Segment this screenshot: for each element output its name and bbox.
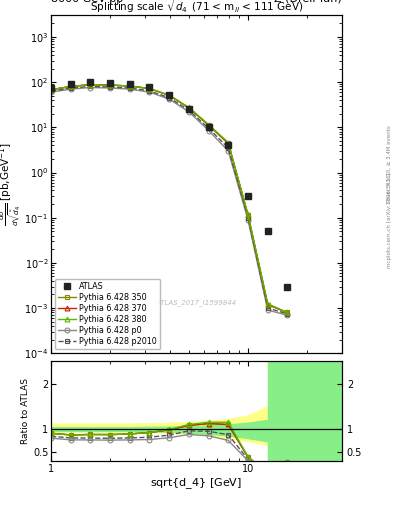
Pythia 6.428 380	[226, 139, 231, 145]
Pythia 6.428 350	[206, 122, 211, 128]
Pythia 6.428 p0	[206, 127, 211, 134]
Pythia 6.428 380	[147, 86, 152, 92]
Pythia 6.428 370	[206, 122, 211, 128]
Pythia 6.428 p0	[147, 89, 152, 95]
Line: Pythia 6.428 p2010: Pythia 6.428 p2010	[49, 84, 290, 316]
ATLAS	[147, 84, 152, 90]
Pythia 6.428 370	[127, 83, 132, 89]
ATLAS	[127, 81, 132, 87]
Line: Pythia 6.428 350: Pythia 6.428 350	[49, 82, 290, 315]
Text: mcplots.cern.ch [arXiv:1306.3436]: mcplots.cern.ch [arXiv:1306.3436]	[387, 173, 392, 268]
ATLAS	[265, 228, 270, 234]
Pythia 6.428 370	[167, 92, 172, 98]
ATLAS	[49, 84, 53, 91]
Pythia 6.428 370	[147, 86, 152, 92]
Pythia 6.428 380	[246, 211, 250, 218]
Y-axis label: Ratio to ATLAS: Ratio to ATLAS	[21, 378, 30, 444]
ATLAS	[88, 79, 93, 85]
Pythia 6.428 350	[68, 83, 73, 90]
Pythia 6.428 380	[88, 81, 93, 88]
Pythia 6.428 370	[49, 87, 53, 93]
Pythia 6.428 p0	[68, 86, 73, 92]
Pythia 6.428 380	[206, 121, 211, 127]
Pythia 6.428 380	[127, 83, 132, 89]
Pythia 6.428 p0	[88, 84, 93, 91]
Pythia 6.428 p2010	[68, 85, 73, 91]
X-axis label: $\mathregular{sqrt\{d\_4\}}$ [GeV]: $\mathregular{sqrt\{d\_4\}}$ [GeV]	[151, 476, 242, 491]
Pythia 6.428 350	[187, 105, 191, 111]
Pythia 6.428 380	[187, 104, 191, 111]
Pythia 6.428 370	[187, 105, 191, 111]
Line: Pythia 6.428 380: Pythia 6.428 380	[49, 82, 290, 315]
Pythia 6.428 370	[68, 83, 73, 90]
ATLAS	[285, 284, 289, 290]
Line: ATLAS: ATLAS	[48, 79, 290, 289]
Pythia 6.428 p2010	[285, 311, 289, 317]
Pythia 6.428 p2010	[147, 88, 152, 94]
Pythia 6.428 p2010	[49, 88, 53, 94]
Pythia 6.428 350	[226, 140, 231, 146]
Pythia 6.428 350	[127, 83, 132, 89]
Title: Splitting scale $\sqrt{d_4}$ (71 < m$_{ll}$ < 111 GeV): Splitting scale $\sqrt{d_4}$ (71 < m$_{l…	[90, 0, 303, 15]
ATLAS	[206, 124, 211, 131]
Pythia 6.428 p2010	[88, 83, 93, 90]
Pythia 6.428 370	[246, 212, 250, 218]
Pythia 6.428 370	[265, 302, 270, 308]
Pythia 6.428 350	[108, 82, 113, 88]
Text: 8000 GeV pp: 8000 GeV pp	[51, 0, 123, 4]
Text: Z (Drell-Yan): Z (Drell-Yan)	[274, 0, 342, 4]
Pythia 6.428 p0	[167, 96, 172, 102]
Pythia 6.428 p0	[187, 109, 191, 115]
ATLAS	[187, 106, 191, 113]
Pythia 6.428 380	[167, 92, 172, 98]
ATLAS	[108, 79, 113, 86]
Pythia 6.428 p0	[246, 217, 250, 223]
Pythia 6.428 p2010	[206, 125, 211, 132]
Pythia 6.428 370	[108, 82, 113, 88]
Y-axis label: $\frac{d\sigma}{d\sqrt{\tilde{d}_{4}}}$ [pb,GeV$^{-1}$]: $\frac{d\sigma}{d\sqrt{\tilde{d}_{4}}}$ …	[0, 142, 23, 226]
Pythia 6.428 p2010	[167, 95, 172, 101]
Pythia 6.428 380	[108, 82, 113, 88]
Line: Pythia 6.428 370: Pythia 6.428 370	[49, 82, 290, 315]
Pythia 6.428 380	[265, 301, 270, 307]
ATLAS	[246, 193, 250, 199]
Pythia 6.428 p0	[285, 312, 289, 318]
Pythia 6.428 p2010	[187, 107, 191, 113]
Pythia 6.428 350	[88, 81, 93, 88]
Pythia 6.428 p2010	[265, 305, 270, 311]
Pythia 6.428 p2010	[246, 215, 250, 221]
Pythia 6.428 p0	[265, 307, 270, 313]
Pythia 6.428 350	[167, 92, 172, 98]
Pythia 6.428 370	[226, 140, 231, 146]
Pythia 6.428 370	[285, 309, 289, 315]
Pythia 6.428 350	[285, 309, 289, 315]
ATLAS	[68, 81, 73, 87]
Line: Pythia 6.428 p0: Pythia 6.428 p0	[49, 85, 290, 317]
Pythia 6.428 p0	[108, 85, 113, 91]
Pythia 6.428 p2010	[226, 145, 231, 151]
Pythia 6.428 p2010	[108, 84, 113, 90]
Pythia 6.428 380	[285, 309, 289, 315]
ATLAS	[167, 92, 172, 98]
Pythia 6.428 p0	[127, 86, 132, 92]
Pythia 6.428 p0	[49, 89, 53, 95]
Pythia 6.428 370	[88, 81, 93, 88]
Pythia 6.428 350	[49, 87, 53, 93]
Pythia 6.428 p2010	[127, 85, 132, 91]
Pythia 6.428 p0	[226, 148, 231, 154]
Text: ATLAS_2017_I1599844: ATLAS_2017_I1599844	[156, 299, 237, 306]
Pythia 6.428 350	[147, 86, 152, 92]
Legend: ATLAS, Pythia 6.428 350, Pythia 6.428 370, Pythia 6.428 380, Pythia 6.428 p0, Py: ATLAS, Pythia 6.428 350, Pythia 6.428 37…	[55, 279, 160, 349]
Text: Rivet 3.1.10, ≥ 3.4M events: Rivet 3.1.10, ≥ 3.4M events	[387, 125, 392, 202]
Pythia 6.428 350	[246, 212, 250, 218]
Pythia 6.428 350	[265, 302, 270, 308]
ATLAS	[226, 142, 231, 148]
Pythia 6.428 380	[49, 87, 53, 93]
Pythia 6.428 380	[68, 83, 73, 90]
